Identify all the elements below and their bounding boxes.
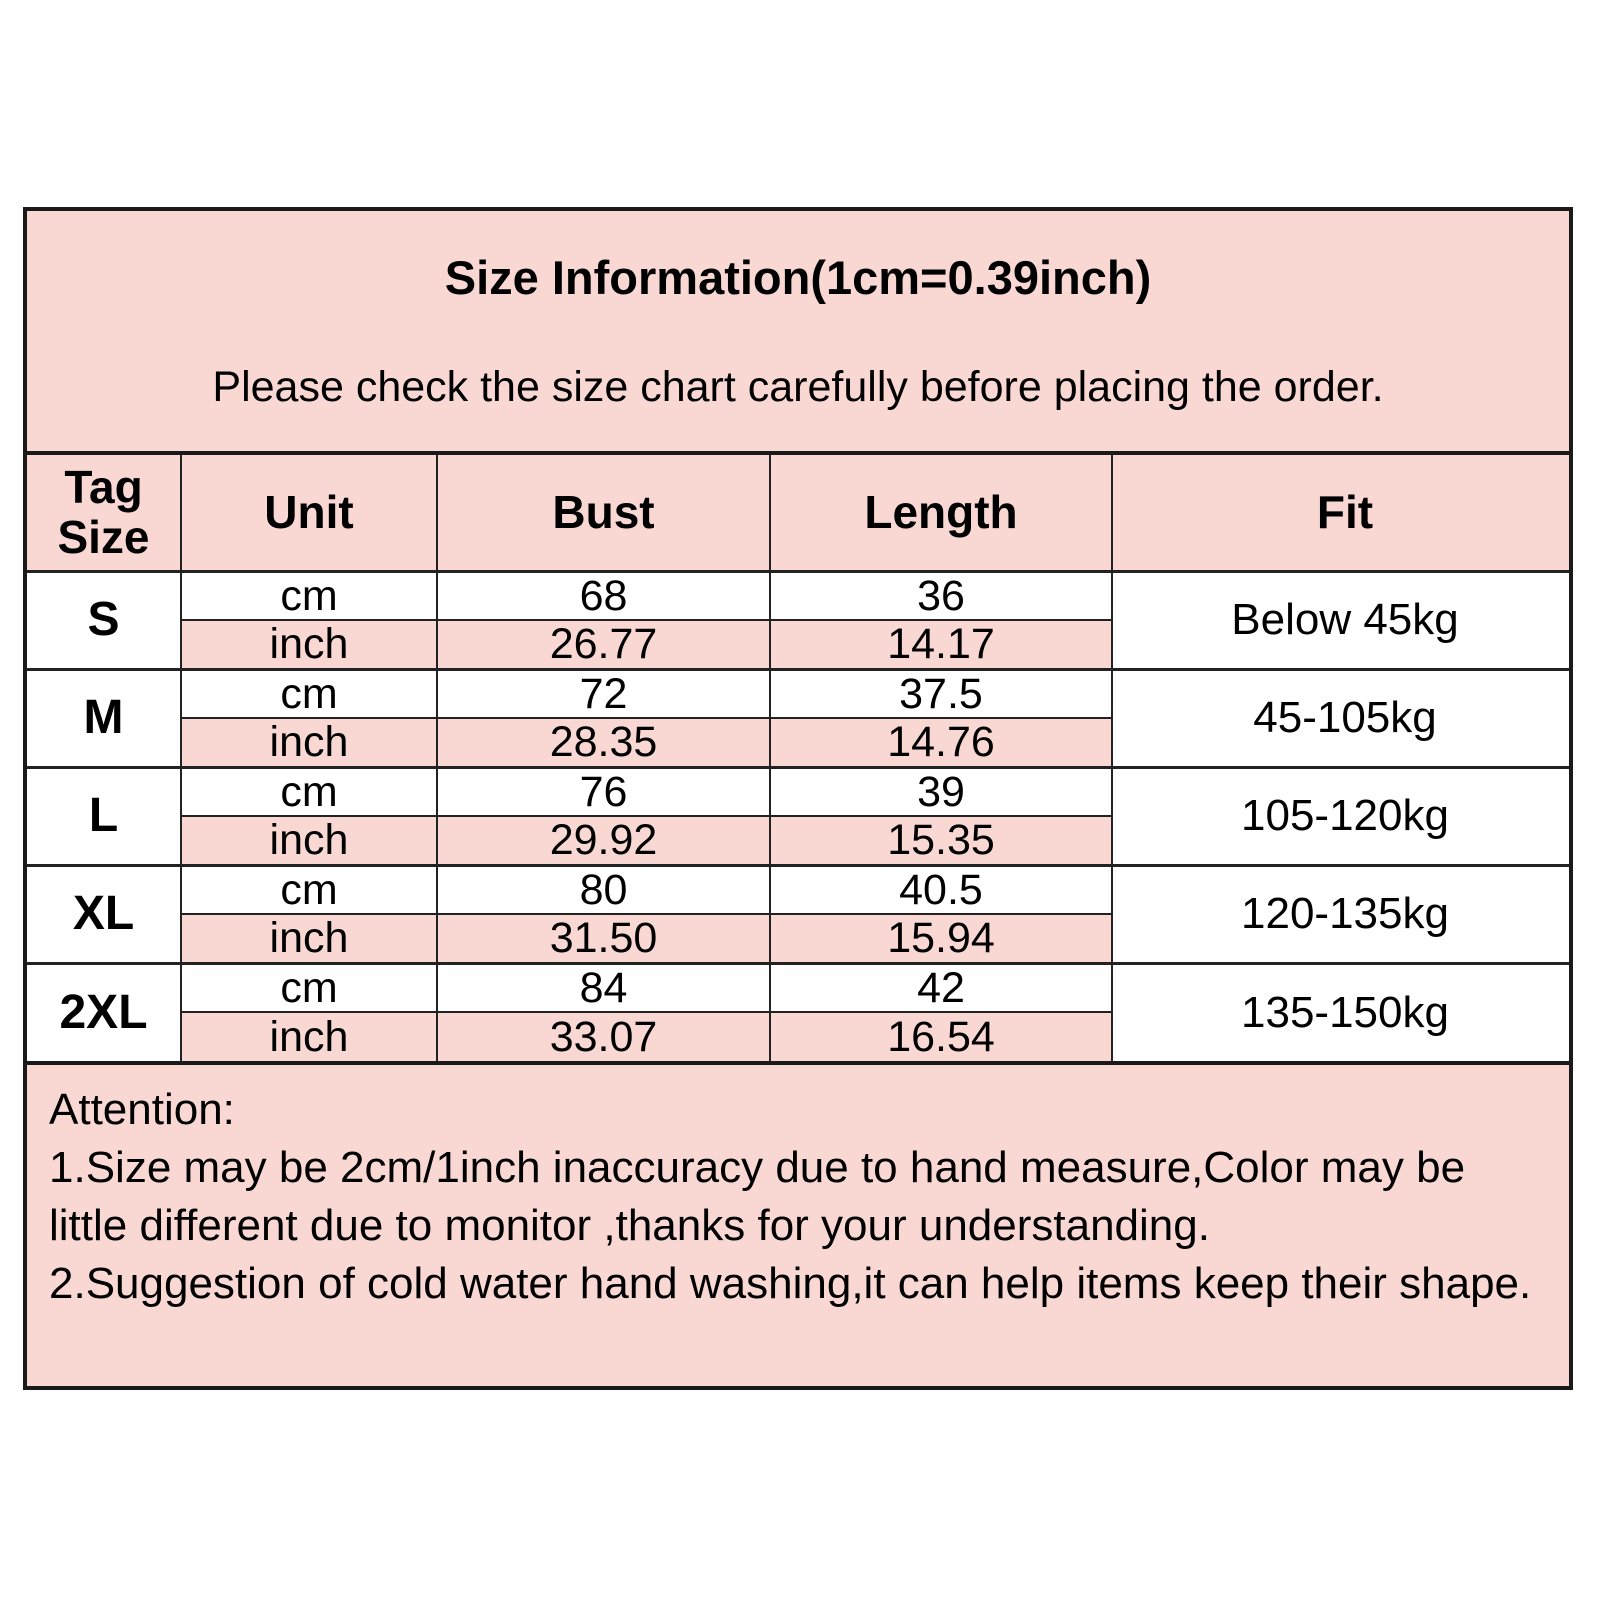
unit-cell: inch — [180, 717, 438, 768]
column-header-fit: Fit — [1111, 454, 1569, 573]
chart-header: Size Information(1cm=0.39inch) Please ch… — [27, 211, 1569, 455]
length-cm-cell: 42 — [769, 961, 1113, 1013]
fit-cell: 135-150kg — [1111, 961, 1569, 1062]
table-row-xl-inch: inch 31.50 15.94 — [27, 913, 1569, 964]
fit-cell: 120-135kg — [1111, 863, 1569, 964]
bust-cm-cell: 72 — [436, 667, 771, 719]
table-row-l-inch: inch 29.92 15.35 — [27, 815, 1569, 866]
length-inch-cell: 14.76 — [769, 717, 1113, 768]
attention-note-2: 2.Suggestion of cold water hand washing,… — [49, 1259, 1532, 1308]
length-cm-cell: 36 — [769, 569, 1113, 621]
unit-cell: inch — [180, 815, 438, 866]
chart-subtitle: Please check the size chart carefully be… — [212, 363, 1384, 411]
size-table: Tag Size Unit Bust Length Fit S cm 68 36… — [27, 454, 1569, 1062]
column-header-unit: Unit — [180, 454, 438, 573]
unit-cell: inch — [180, 1011, 438, 1062]
length-inch-cell: 15.35 — [769, 815, 1113, 866]
size-table-header: Tag Size Unit Bust Length Fit — [27, 454, 1569, 573]
length-inch-cell: 15.94 — [769, 913, 1113, 964]
page-title: Size Information(1cm=0.39inch) — [444, 251, 1152, 304]
bust-inch-cell: 29.92 — [436, 815, 771, 866]
fit-cell: 45-105kg — [1111, 667, 1569, 768]
attention-section: Attention: 1.Size may be 2cm/1inch inacc… — [27, 1061, 1569, 1386]
tag-size-cell: M — [27, 667, 182, 768]
tag-size-cell: S — [27, 569, 182, 670]
bust-inch-cell: 31.50 — [436, 913, 771, 964]
header-row: Tag Size Unit Bust Length Fit — [27, 454, 1569, 573]
bust-cm-cell: 80 — [436, 863, 771, 915]
table-row-m-inch: inch 28.35 14.76 — [27, 717, 1569, 768]
tag-size-cell: 2XL — [27, 961, 182, 1062]
tag-size-cell: L — [27, 765, 182, 866]
bust-inch-cell: 26.77 — [436, 619, 771, 670]
attention-heading: Attention: — [49, 1085, 235, 1134]
table-row-2xl-inch: inch 33.07 16.54 — [27, 1011, 1569, 1062]
unit-cell: cm — [180, 961, 438, 1013]
unit-cell: cm — [180, 863, 438, 915]
attention-note-1: 1.Size may be 2cm/1inch inaccuracy due t… — [49, 1143, 1466, 1250]
size-table-body: S cm 68 36 Below 45kg inch 26.77 14.17 M… — [27, 569, 1569, 1062]
table-row-s-inch: inch 26.77 14.17 — [27, 619, 1569, 670]
unit-cell: cm — [180, 667, 438, 719]
table-row-l-cm: L cm 76 39 105-120kg — [27, 765, 1569, 866]
bust-cm-cell: 76 — [436, 765, 771, 817]
column-header-tag-size: Tag Size — [27, 454, 182, 573]
column-header-bust: Bust — [436, 454, 771, 573]
table-row-xl-cm: XL cm 80 40.5 120-135kg — [27, 863, 1569, 964]
table-row-m-cm: M cm 72 37.5 45-105kg — [27, 667, 1569, 768]
unit-cell: inch — [180, 619, 438, 670]
table-row-s-cm: S cm 68 36 Below 45kg — [27, 569, 1569, 670]
unit-cell: cm — [180, 765, 438, 817]
bust-inch-cell: 28.35 — [436, 717, 771, 768]
unit-cell: inch — [180, 913, 438, 964]
fit-cell: 105-120kg — [1111, 765, 1569, 866]
bust-cm-cell: 68 — [436, 569, 771, 621]
length-inch-cell: 14.17 — [769, 619, 1113, 670]
length-cm-cell: 39 — [769, 765, 1113, 817]
tag-size-cell: XL — [27, 863, 182, 964]
size-chart: Size Information(1cm=0.39inch) Please ch… — [23, 207, 1573, 1390]
unit-cell: cm — [180, 569, 438, 621]
table-row-2xl-cm: 2XL cm 84 42 135-150kg — [27, 961, 1569, 1062]
bust-cm-cell: 84 — [436, 961, 771, 1013]
length-inch-cell: 16.54 — [769, 1011, 1113, 1062]
length-cm-cell: 40.5 — [769, 863, 1113, 915]
bust-inch-cell: 33.07 — [436, 1011, 771, 1062]
fit-cell: Below 45kg — [1111, 569, 1569, 670]
column-header-length: Length — [769, 454, 1113, 573]
length-cm-cell: 37.5 — [769, 667, 1113, 719]
